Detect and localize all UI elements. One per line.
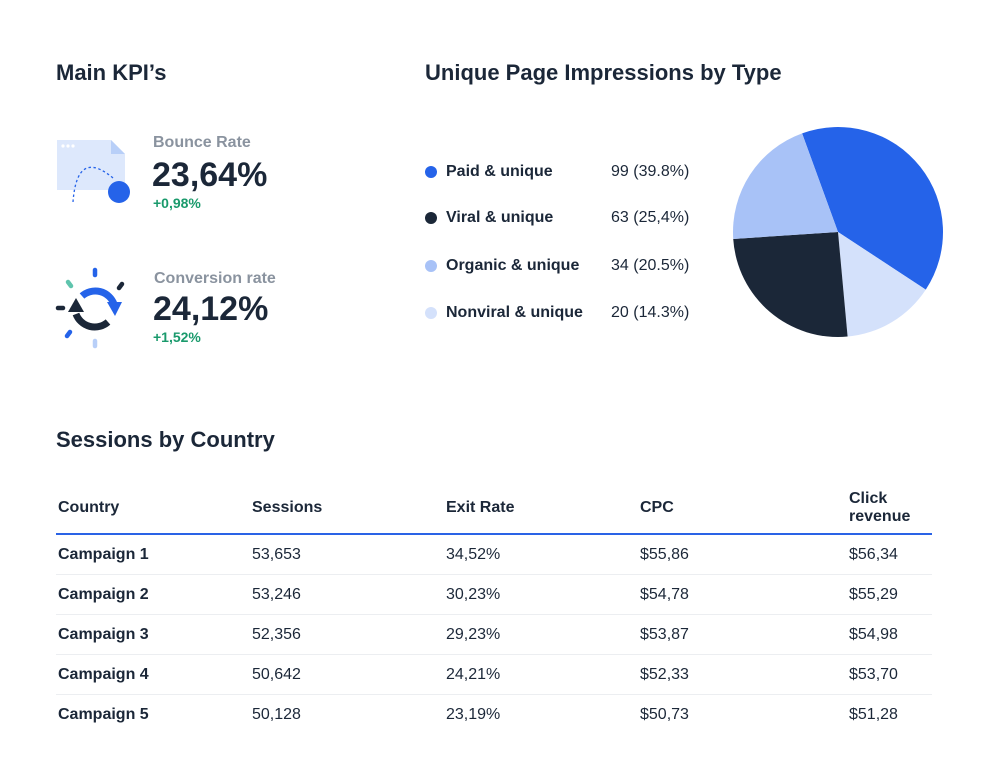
legend-item: Paid & unique 99 (39.8%) [425, 163, 689, 181]
column-header: Sessions [250, 484, 444, 535]
table-cell: 53,653 [250, 534, 444, 575]
legend-item: Organic & unique 34 (20.5%) [425, 257, 689, 275]
pie-slice-organic [733, 133, 838, 239]
table-row: Campaign 3 52,356 29,23% $53,87 $54,98 [56, 614, 932, 655]
legend-dot [425, 212, 437, 224]
legend-item: Nonviral & unique 20 (14.3%) [425, 304, 689, 322]
legend-item: Viral & unique 63 (25,4%) [425, 209, 689, 227]
legend-name: Nonviral & unique [446, 304, 583, 321]
table-cell: $52,33 [638, 654, 847, 695]
table-cell: $54,98 [847, 614, 932, 655]
table-cell: 23,19% [446, 706, 501, 723]
legend-dot [425, 307, 437, 319]
table-cell: Campaign 5 [58, 706, 149, 723]
sessions-table: Country Sessions Exit Rate CPC Click revenue… [56, 484, 932, 734]
table-row: Campaign 2 53,246 30,23% $54,78 $55,29 [56, 574, 932, 615]
table-cell: $53,87 [638, 614, 847, 655]
pie-slice-viral [733, 232, 848, 337]
column-header: Exit Rate [444, 484, 638, 535]
legend-name: Organic & unique [446, 257, 580, 274]
legend-value: 34 (20.5%) [611, 257, 690, 274]
table-cell: $55,29 [847, 574, 932, 615]
kpi-delta: +1,52% [153, 329, 201, 345]
legend-dot [425, 260, 437, 272]
column-header: Country [56, 484, 250, 535]
table-cell: Campaign 2 [56, 574, 250, 615]
legend-dot [425, 166, 437, 178]
kpi-value: 23,64% [152, 156, 268, 194]
table-cell: $56,34 [847, 534, 932, 575]
table-header-row: Country Sessions Exit Rate CPC Click revenue [56, 484, 932, 535]
pie-slice-paid [802, 126, 943, 290]
table-cell: $50,73 [640, 706, 689, 723]
table-cell: 29,23% [444, 614, 638, 655]
pie-chart [733, 126, 943, 337]
column-header: CPC [638, 484, 847, 535]
table-cell: $51,28 [849, 706, 898, 723]
table-cell: 24,21% [444, 654, 638, 695]
table-cell: 50,128 [252, 706, 301, 723]
column-header: Click revenue [847, 484, 932, 535]
table-row: Campaign 4 50,642 24,21% $52,33 $53,70 [56, 654, 932, 695]
kpi-delta: +0,98% [153, 195, 201, 211]
legend-value: 20 (14.3%) [611, 304, 690, 321]
table-cell: 30,23% [444, 574, 638, 615]
legend-name: Viral & unique [446, 209, 554, 226]
table-cell: 52,356 [250, 614, 444, 655]
kpi-value: 24,12% [153, 290, 269, 328]
chart-title: Unique Page Impressions by Type [425, 60, 782, 85]
kpi-section-title: Main KPI’s [56, 60, 167, 85]
table-cell: 34,52% [444, 534, 638, 575]
table-cell: Campaign 4 [56, 654, 250, 695]
table-cell: $53,70 [847, 654, 932, 695]
table-row: Campaign 1 53,653 34,52% $55,86 $56,34 [56, 534, 932, 575]
table-title: Sessions by Country [56, 427, 275, 452]
legend-value: 63 (25,4%) [611, 209, 690, 226]
bounce-browser-icon [57, 140, 130, 203]
refresh-cycle-icon [55, 267, 125, 349]
kpi-label: Conversion rate [154, 270, 276, 287]
table-cell: 53,246 [250, 574, 444, 615]
legend-value: 99 (39.8%) [611, 163, 690, 180]
table-cell: $54,78 [638, 574, 847, 615]
table-cell: 50,642 [250, 654, 444, 695]
table-cell: Campaign 1 [56, 534, 250, 575]
kpi-label: Bounce Rate [153, 134, 251, 151]
pie-slice-nonviral [838, 232, 926, 337]
legend-name: Paid & unique [446, 163, 553, 180]
table-row: Campaign 5 50,128 23,19% $50,73 $51,28 [56, 695, 932, 735]
table-cell: Campaign 3 [56, 614, 250, 655]
table-cell: $55,86 [638, 534, 847, 575]
